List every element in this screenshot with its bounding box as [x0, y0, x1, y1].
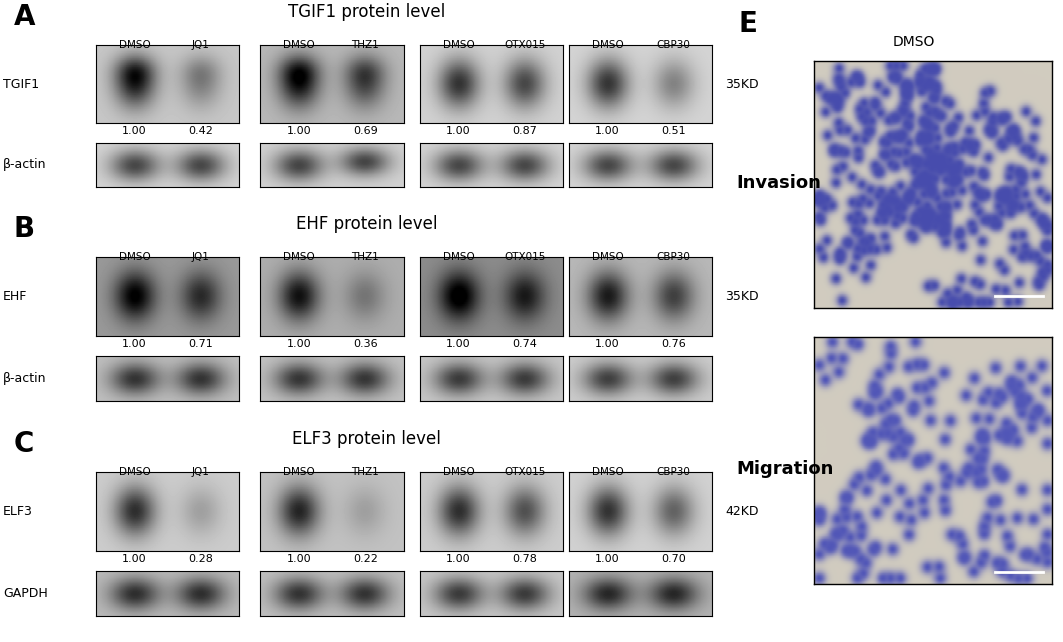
Text: 0.70: 0.70 [661, 554, 686, 564]
Text: Invasion: Invasion [737, 174, 822, 192]
Text: 0.51: 0.51 [661, 126, 686, 136]
Text: A: A [14, 3, 35, 31]
Text: CBP30: CBP30 [657, 40, 690, 50]
Text: DMSO: DMSO [119, 252, 150, 262]
Text: EHF: EHF [3, 290, 28, 303]
Text: GAPDH: GAPDH [3, 587, 48, 600]
Text: DMSO: DMSO [443, 467, 474, 477]
Text: EHF protein level: EHF protein level [296, 215, 438, 233]
Text: DMSO: DMSO [592, 252, 623, 262]
Text: 1.00: 1.00 [595, 339, 620, 349]
Text: 0.42: 0.42 [188, 126, 213, 136]
Text: 42KD: 42KD [725, 505, 759, 518]
Text: 1.00: 1.00 [122, 126, 147, 136]
Text: 0.69: 0.69 [353, 126, 377, 136]
Text: DMSO: DMSO [443, 252, 474, 262]
Text: 35KD: 35KD [725, 78, 759, 91]
Text: ELF3: ELF3 [3, 505, 33, 518]
Text: 1.00: 1.00 [446, 554, 471, 564]
Text: DMSO: DMSO [592, 40, 623, 50]
Text: DMSO: DMSO [893, 35, 935, 49]
Text: DMSO: DMSO [119, 467, 150, 477]
Text: 0.78: 0.78 [512, 554, 537, 564]
Text: CBP30: CBP30 [657, 252, 690, 262]
Text: B: B [14, 215, 35, 243]
Text: ELF3 protein level: ELF3 protein level [292, 430, 441, 448]
Text: 1.00: 1.00 [122, 554, 147, 564]
Text: 1.00: 1.00 [446, 126, 471, 136]
Text: DMSO: DMSO [443, 40, 474, 50]
Text: C: C [14, 430, 34, 458]
Text: DMSO: DMSO [592, 467, 623, 477]
Text: β-actin: β-actin [3, 372, 47, 385]
Text: TGIF1 protein level: TGIF1 protein level [288, 3, 445, 21]
Text: OTX015: OTX015 [504, 467, 545, 477]
Text: 0.22: 0.22 [353, 554, 377, 564]
Text: 0.28: 0.28 [188, 554, 213, 564]
Text: β-actin: β-actin [3, 159, 47, 171]
Text: JQ1: JQ1 [191, 467, 209, 477]
Text: THZ1: THZ1 [351, 467, 379, 477]
Text: 1.00: 1.00 [595, 554, 620, 564]
Text: OTX015: OTX015 [504, 252, 545, 262]
Text: 0.74: 0.74 [512, 339, 537, 349]
Text: 0.71: 0.71 [188, 339, 213, 349]
Text: JQ1: JQ1 [191, 252, 209, 262]
Text: 0.36: 0.36 [353, 339, 377, 349]
Text: 1.00: 1.00 [287, 339, 311, 349]
Text: 0.76: 0.76 [661, 339, 686, 349]
Text: DMSO: DMSO [284, 40, 315, 50]
Text: 1.00: 1.00 [595, 126, 620, 136]
Text: CBP30: CBP30 [657, 467, 690, 477]
Text: Migration: Migration [737, 460, 834, 478]
Text: THZ1: THZ1 [351, 252, 379, 262]
Text: E: E [739, 10, 758, 38]
Text: DMSO: DMSO [284, 252, 315, 262]
Text: DMSO: DMSO [119, 40, 150, 50]
Text: DMSO: DMSO [284, 467, 315, 477]
Text: 1.00: 1.00 [287, 126, 311, 136]
Text: 35KD: 35KD [725, 290, 759, 303]
Text: 1.00: 1.00 [122, 339, 147, 349]
Text: JQ1: JQ1 [191, 40, 209, 50]
Text: OTX015: OTX015 [504, 40, 545, 50]
Text: TGIF1: TGIF1 [3, 78, 39, 91]
Text: THZ1: THZ1 [351, 40, 379, 50]
Text: 1.00: 1.00 [446, 339, 471, 349]
Text: 1.00: 1.00 [287, 554, 311, 564]
Text: 0.87: 0.87 [512, 126, 537, 136]
